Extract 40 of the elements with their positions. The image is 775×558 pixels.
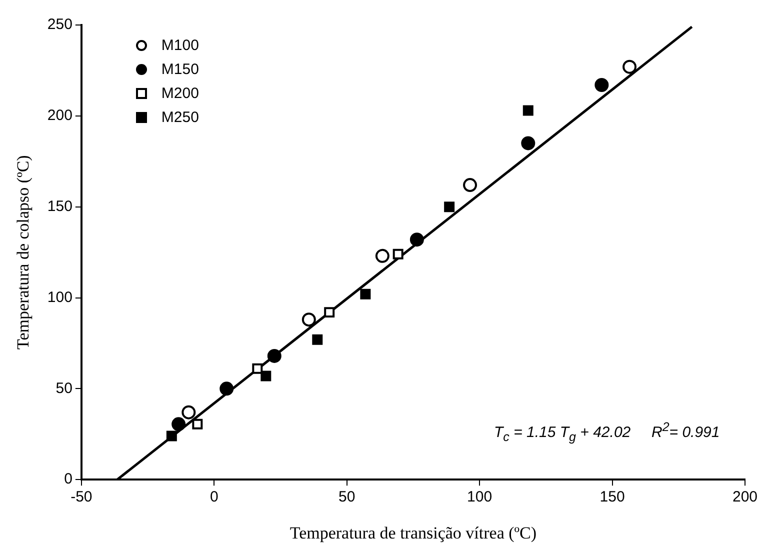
point (267, 348, 282, 363)
point (260, 370, 272, 382)
x-tick-label: 200 (732, 488, 758, 506)
point (182, 405, 196, 420)
point (521, 136, 536, 150)
y-tick-label: 0 (64, 470, 72, 488)
point (410, 232, 424, 247)
point (463, 178, 478, 192)
x-tick-label: 100 (467, 488, 492, 506)
legend-label: M100 (161, 36, 199, 54)
y-tick-label: 250 (47, 16, 72, 34)
point (324, 307, 335, 318)
point (375, 248, 390, 263)
annotation: T$_{c}$ = 1.15 T$_{g}$ + 42.02 R$^{2}$= 0.991 (494, 420, 720, 444)
legend-label: M250 (161, 108, 199, 126)
x-tick-label: 50 (338, 488, 356, 506)
point (392, 248, 404, 260)
point (622, 60, 637, 74)
legend-label: M200 (161, 84, 199, 102)
point (192, 418, 203, 430)
x-axis-title: Temperatura de transição vítrea (ºC) (290, 523, 537, 542)
y-tick-label: 200 (47, 107, 72, 124)
x-tick-label: 0 (210, 488, 218, 506)
y-tick-label: 150 (47, 198, 72, 215)
point (302, 312, 316, 327)
y-tick-label: 50 (56, 380, 72, 397)
y-tick-label: 100 (47, 288, 72, 306)
point (166, 430, 177, 442)
point (220, 382, 234, 396)
point (360, 288, 371, 300)
point (172, 417, 186, 432)
point (444, 202, 455, 212)
point (252, 363, 263, 374)
x-tick-label: -50 (70, 488, 92, 506)
y-axis-title: Temperatura de colapso (ºC) (14, 155, 33, 350)
point (594, 78, 609, 92)
point (522, 105, 534, 116)
x-tick-label: 150 (600, 488, 625, 506)
point (312, 334, 323, 345)
legend-label: M150 (161, 60, 199, 78)
